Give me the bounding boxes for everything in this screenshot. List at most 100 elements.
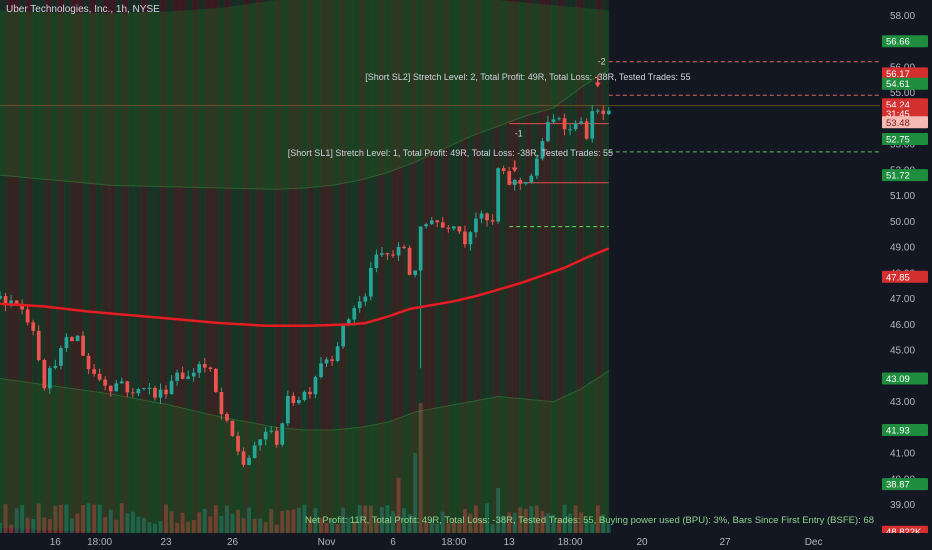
session-stripe [160, 0, 167, 533]
volume-bar [252, 518, 257, 533]
volume-bar [14, 508, 19, 533]
price-label-text: 56.17 [886, 69, 910, 80]
volume-bar [92, 504, 97, 533]
candle-body [579, 121, 583, 124]
volume-bar [81, 505, 85, 533]
session-stripe [435, 0, 443, 533]
volume-bar [463, 509, 467, 533]
price-label-box [882, 169, 928, 182]
candle-body [119, 381, 124, 384]
volume-bar [407, 514, 412, 533]
session-stripe [83, 0, 91, 533]
time-axis[interactable]: 16 18:00 23 26 Nov 6 18:00 13 18:00 20 27 Dec [0, 533, 932, 550]
volume-bar [20, 504, 25, 533]
price-tick-label: 47.00 [890, 294, 915, 305]
candle-body [374, 254, 379, 268]
volume-bar [413, 453, 418, 533]
candle-body [319, 363, 323, 378]
volume-bar [125, 513, 130, 533]
volume-bar [402, 508, 406, 533]
candle-body [524, 182, 528, 184]
session-stripe [595, 0, 603, 533]
volume-bar [357, 505, 362, 533]
session-stripe [352, 0, 360, 533]
price-label-box [882, 35, 928, 48]
candle [92, 363, 96, 377]
time-tick-label: 27 [719, 537, 731, 548]
candle-body [208, 367, 213, 369]
volume-bar [606, 523, 611, 533]
annotation-label: [Short SL1] Stretch Level: 1, Total Prof… [288, 148, 613, 158]
strategy-levels [0, 61, 880, 228]
price-label: 54.61 [882, 77, 928, 90]
candle [81, 331, 85, 356]
volume-bar [230, 513, 235, 533]
price-label-text: 52.75 [886, 135, 910, 146]
price-tick-label: 53.00 [890, 140, 915, 151]
session-stripe [339, 0, 347, 533]
session-stripe [570, 0, 578, 533]
candle-body [413, 270, 417, 275]
candle [197, 361, 202, 378]
volume-bar [31, 519, 36, 533]
candle-body [385, 253, 390, 255]
candle [291, 392, 296, 406]
candle-body [546, 122, 550, 142]
volume-bar [291, 509, 296, 533]
session-stripe [281, 0, 289, 533]
price-label: 56.17 [882, 67, 928, 80]
session-stripe [179, 0, 187, 533]
candlestick-series[interactable] [0, 105, 611, 468]
price-axis[interactable]: 58.0056.0055.0054.0053.0052.0051.0050.00… [880, 0, 932, 550]
candle-body [25, 309, 30, 323]
volume-bar [142, 517, 146, 533]
volume-bar [9, 524, 13, 533]
candle [590, 105, 595, 143]
price-tick-label: 51.00 [890, 191, 915, 202]
session-stripe [19, 0, 26, 533]
volume-bar [446, 523, 451, 533]
candle-body [236, 435, 240, 452]
volume-bar [435, 523, 440, 533]
symbol-title[interactable]: Uber Technologies, Inc., 1h, NYSE [6, 4, 160, 15]
volume-bar [147, 522, 152, 533]
candle-body [573, 123, 578, 130]
candle [579, 117, 583, 125]
candle [452, 226, 456, 231]
volume-bar [579, 512, 584, 533]
session-stripe [512, 0, 520, 533]
price-tick-label: 49.00 [890, 243, 915, 254]
candle-body [136, 389, 141, 394]
volume-bar [42, 517, 47, 533]
candle [86, 353, 91, 374]
candle-body [203, 364, 207, 368]
candle [158, 383, 163, 404]
volume-bar [103, 517, 108, 533]
volume-bar [512, 512, 517, 533]
session-stripe [32, 0, 39, 533]
candle-body [125, 381, 130, 393]
candle-body [396, 246, 401, 256]
candle [374, 249, 379, 273]
candle [241, 447, 246, 468]
candle [48, 365, 52, 394]
candle [0, 290, 2, 300]
candle-body [31, 322, 36, 331]
volume-bar [285, 510, 290, 533]
annotation-label: [Short SL2] Stretch Level: 2, Total Prof… [365, 72, 690, 82]
volume-bar [474, 505, 478, 533]
session-stripe [275, 0, 283, 533]
candle [203, 358, 207, 373]
volume-bar [158, 521, 163, 533]
candle-body [474, 218, 478, 233]
session-stripe [249, 0, 257, 533]
candle-body [241, 451, 246, 465]
candle [103, 376, 107, 391]
price-tick-label: 58.00 [890, 11, 915, 22]
candle [440, 217, 445, 228]
price-label-text: 41.93 [886, 426, 910, 437]
candle-body [324, 359, 329, 364]
session-stripe [538, 0, 546, 533]
candle-body [313, 377, 318, 395]
